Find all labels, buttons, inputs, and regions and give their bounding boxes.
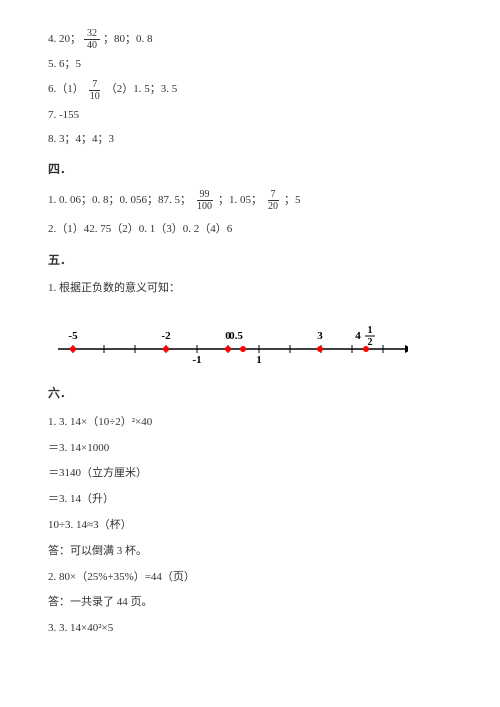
text: （2）1. 5；3. 5 bbox=[106, 80, 178, 100]
answer-item-7: 7. -155 bbox=[48, 106, 452, 126]
numerator: 99 bbox=[197, 189, 213, 201]
denominator: 100 bbox=[194, 201, 215, 212]
sec5-text: 1. 根据正负数的意义可知： bbox=[48, 279, 452, 299]
text: ；5 bbox=[284, 191, 301, 211]
fraction: 32 40 bbox=[84, 28, 100, 51]
denominator: 40 bbox=[84, 40, 100, 51]
calc-line: 答：一共录了 44 页。 bbox=[48, 593, 452, 613]
text: 6.（1） bbox=[48, 80, 84, 100]
denominator: 10 bbox=[87, 91, 103, 102]
svg-text:-2: -2 bbox=[161, 330, 171, 342]
svg-text:1: 1 bbox=[256, 354, 262, 366]
section-5-head: 五． bbox=[48, 250, 452, 272]
numerator: 7 bbox=[268, 189, 279, 201]
text: ；1. 05； bbox=[218, 191, 262, 211]
calc-line: 10÷3. 14≈3（杯） bbox=[48, 516, 452, 536]
fraction: 7 20 bbox=[265, 189, 281, 212]
section-4-head: 四． bbox=[48, 159, 452, 181]
text: ；80；0. 8 bbox=[103, 30, 153, 50]
text: 1. 0. 06；0. 8；0. 056；87. 5； bbox=[48, 191, 191, 211]
sec4-q2: 2.（1）42. 75（2）0. 1（3）0. 2（4）6 bbox=[48, 220, 452, 240]
calc-line: ＝3. 14×1000 bbox=[48, 439, 452, 459]
fraction: 7 10 bbox=[87, 79, 103, 102]
sec6-lines: 1. 3. 14×（10÷2）²×40 ＝3. 14×1000 ＝3140（立方厘米… bbox=[48, 413, 452, 639]
svg-text:4: 4 bbox=[355, 330, 361, 342]
svg-text:-1: -1 bbox=[192, 354, 201, 366]
numerator: 32 bbox=[84, 28, 100, 40]
svg-text:3: 3 bbox=[317, 330, 323, 342]
svg-text:-5: -5 bbox=[68, 330, 78, 342]
number-line-svg: -5-200.53412-11 bbox=[48, 311, 408, 371]
answer-item-5: 5. 6；5 bbox=[48, 55, 452, 75]
svg-text:1: 1 bbox=[368, 325, 373, 336]
number-line-diagram: -5-200.53412-11 bbox=[48, 311, 408, 371]
answer-item-6: 6.（1） 7 10 （2）1. 5；3. 5 bbox=[48, 79, 452, 102]
svg-text:0.5: 0.5 bbox=[229, 330, 243, 342]
svg-text:2: 2 bbox=[368, 337, 373, 348]
calc-line: 2. 80×（25%+35%）=44（页） bbox=[48, 568, 452, 588]
answer-item-4: 4. 20； 32 40 ；80；0. 8 bbox=[48, 28, 452, 51]
calc-line: 1. 3. 14×（10÷2）²×40 bbox=[48, 413, 452, 433]
sec4-q1: 1. 0. 06；0. 8；0. 056；87. 5； 99 100 ；1. 0… bbox=[48, 189, 452, 212]
numerator: 7 bbox=[89, 79, 100, 91]
calc-line: 答：可以倒满 3 杯。 bbox=[48, 542, 452, 562]
text: 4. 20； bbox=[48, 30, 81, 50]
calc-line: 3. 3. 14×40²×5 bbox=[48, 619, 452, 639]
answer-item-8: 8. 3；4；4；3 bbox=[48, 130, 452, 150]
section-6-head: 六． bbox=[48, 383, 452, 405]
fraction: 99 100 bbox=[194, 189, 215, 212]
denominator: 20 bbox=[265, 201, 281, 212]
calc-line: ＝3. 14（升） bbox=[48, 490, 452, 510]
calc-line: ＝3140（立方厘米） bbox=[48, 464, 452, 484]
